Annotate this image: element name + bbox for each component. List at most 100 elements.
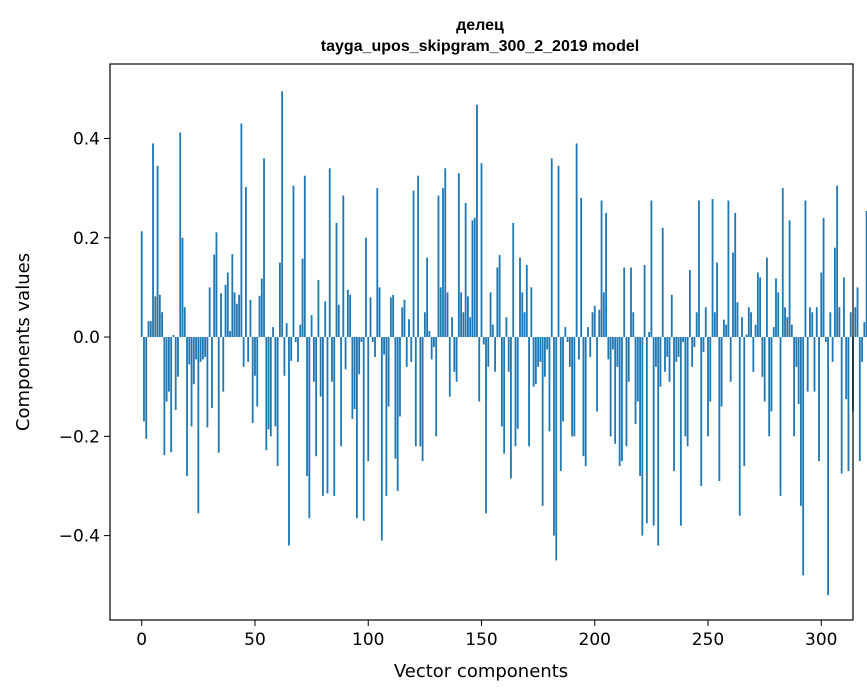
bar [272, 327, 274, 338]
bar [356, 337, 358, 519]
bar [709, 337, 712, 402]
bar [301, 258, 304, 338]
bar [797, 337, 800, 405]
bar [172, 335, 175, 338]
bar [806, 337, 809, 392]
bar [435, 337, 438, 437]
bar [500, 337, 503, 427]
bar [410, 337, 413, 362]
bar [856, 287, 859, 338]
bar [661, 227, 664, 338]
bar [245, 187, 247, 338]
bar [632, 312, 635, 338]
bar [491, 324, 494, 338]
bar [813, 337, 816, 392]
bar [836, 185, 839, 338]
bar [152, 143, 154, 338]
bar [247, 337, 250, 362]
x-axis-label: Vector components [394, 661, 568, 682]
plot-frame [109, 63, 854, 621]
bar [727, 200, 730, 338]
bar [689, 270, 691, 338]
bar [693, 337, 696, 347]
bar [487, 337, 490, 367]
bar [430, 337, 433, 360]
bar [555, 337, 558, 561]
bar [421, 337, 424, 462]
bar [580, 198, 583, 338]
bar [630, 267, 632, 338]
bar [845, 337, 848, 400]
bar [249, 299, 252, 338]
bar [820, 272, 823, 338]
bar [149, 321, 152, 338]
bar [326, 337, 329, 494]
bar [532, 337, 535, 387]
bar [732, 252, 734, 338]
bar [718, 337, 721, 481]
bar [650, 200, 653, 338]
bar [600, 200, 603, 338]
bar [297, 337, 299, 362]
bar [643, 265, 646, 338]
bar [308, 337, 311, 519]
bar [575, 143, 578, 338]
bar [523, 312, 526, 338]
chart-subtitle: tayga_upos_skipgram_300_2_2019 model [321, 38, 639, 55]
bar [274, 337, 277, 427]
x-tick-label: 250 [692, 630, 724, 650]
bar [455, 337, 458, 382]
bar [283, 337, 286, 376]
bar [652, 337, 655, 526]
bar [394, 337, 397, 459]
bar [528, 337, 530, 447]
bar [534, 337, 537, 385]
bar [564, 327, 567, 338]
bar [412, 190, 415, 338]
bar [716, 262, 718, 338]
bar [473, 217, 476, 338]
bar [607, 337, 610, 360]
bar [645, 337, 648, 524]
bar [188, 337, 191, 365]
bar [385, 337, 388, 496]
bar [510, 337, 512, 479]
bar [847, 337, 850, 472]
bar [505, 317, 508, 338]
bar [217, 337, 220, 453]
bar [389, 297, 392, 338]
bar [725, 324, 728, 338]
ticks-group: 0 50 100 150 200 250 300 −0.4 −0.2 0.0 0.2 0.4 [59, 129, 838, 650]
bar [292, 185, 295, 338]
bar [840, 337, 843, 474]
bar [498, 255, 501, 338]
bar [833, 247, 836, 338]
bar [589, 337, 592, 357]
bar [838, 307, 841, 338]
bar [831, 337, 834, 362]
bar [340, 337, 342, 447]
bar [201, 337, 204, 360]
bar [559, 337, 562, 472]
bar [582, 337, 585, 457]
bar [177, 337, 179, 377]
bar [462, 312, 465, 338]
bar [444, 168, 447, 338]
bar [231, 254, 234, 338]
bar [786, 317, 789, 338]
bar [433, 337, 435, 347]
bar [417, 175, 419, 338]
bar [593, 305, 596, 338]
bar [756, 272, 759, 338]
bar [503, 337, 506, 454]
bar [738, 337, 741, 516]
bar [469, 317, 472, 338]
bar [480, 163, 483, 338]
bar [621, 337, 623, 462]
bar [584, 337, 587, 467]
bar [684, 337, 687, 437]
bar [822, 217, 825, 338]
bar [294, 337, 297, 342]
bar [641, 337, 644, 536]
